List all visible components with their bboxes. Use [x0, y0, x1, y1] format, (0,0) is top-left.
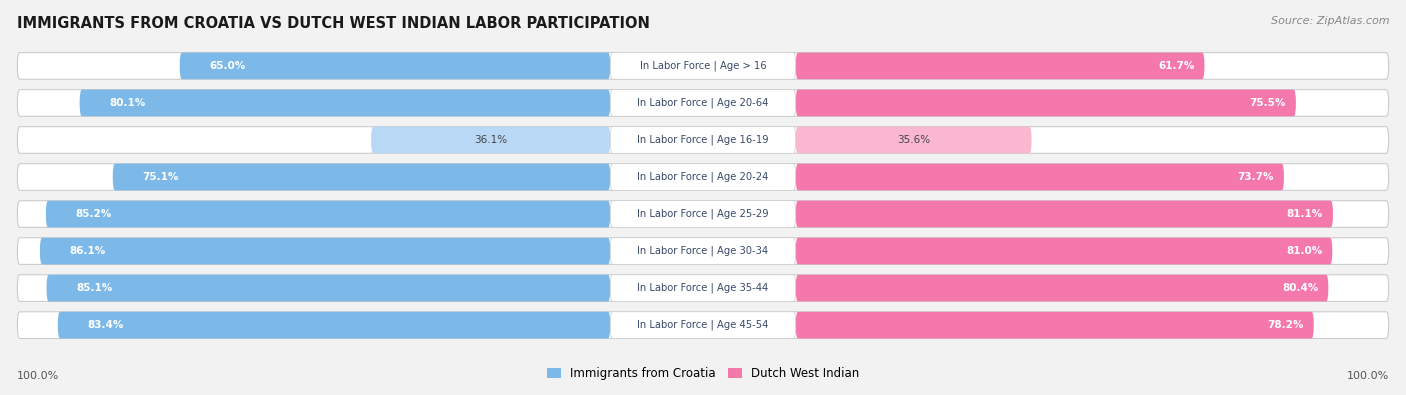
FancyBboxPatch shape [796, 238, 1333, 264]
FancyBboxPatch shape [610, 127, 796, 153]
Text: 85.2%: 85.2% [76, 209, 112, 219]
Text: 85.1%: 85.1% [76, 283, 112, 293]
FancyBboxPatch shape [17, 127, 1389, 153]
FancyBboxPatch shape [610, 238, 796, 264]
FancyBboxPatch shape [371, 127, 610, 153]
Text: In Labor Force | Age 30-34: In Labor Force | Age 30-34 [637, 246, 769, 256]
Text: 80.4%: 80.4% [1282, 283, 1319, 293]
Text: 81.1%: 81.1% [1286, 209, 1323, 219]
FancyBboxPatch shape [17, 312, 1389, 339]
FancyBboxPatch shape [610, 201, 796, 228]
FancyBboxPatch shape [610, 275, 796, 301]
FancyBboxPatch shape [17, 164, 1389, 190]
FancyBboxPatch shape [17, 238, 1389, 264]
FancyBboxPatch shape [796, 312, 1313, 339]
FancyBboxPatch shape [39, 238, 610, 264]
Text: 83.4%: 83.4% [87, 320, 124, 330]
FancyBboxPatch shape [610, 53, 796, 79]
Legend: Immigrants from Croatia, Dutch West Indian: Immigrants from Croatia, Dutch West Indi… [541, 363, 865, 385]
Text: 78.2%: 78.2% [1267, 320, 1303, 330]
Text: Source: ZipAtlas.com: Source: ZipAtlas.com [1271, 16, 1389, 26]
Text: In Labor Force | Age 20-64: In Labor Force | Age 20-64 [637, 98, 769, 108]
Text: 65.0%: 65.0% [209, 61, 246, 71]
Text: 80.1%: 80.1% [110, 98, 146, 108]
Text: In Labor Force | Age 45-54: In Labor Force | Age 45-54 [637, 320, 769, 330]
FancyBboxPatch shape [180, 53, 610, 79]
Text: 100.0%: 100.0% [17, 371, 59, 381]
Text: 100.0%: 100.0% [1347, 371, 1389, 381]
FancyBboxPatch shape [17, 275, 1389, 301]
FancyBboxPatch shape [58, 312, 610, 339]
FancyBboxPatch shape [610, 164, 796, 190]
FancyBboxPatch shape [46, 275, 610, 301]
Text: In Labor Force | Age 16-19: In Labor Force | Age 16-19 [637, 135, 769, 145]
FancyBboxPatch shape [17, 201, 1389, 228]
FancyBboxPatch shape [610, 312, 796, 339]
Text: 75.1%: 75.1% [142, 172, 179, 182]
FancyBboxPatch shape [796, 53, 1205, 79]
Text: 35.6%: 35.6% [897, 135, 931, 145]
Text: 61.7%: 61.7% [1159, 61, 1195, 71]
Text: 73.7%: 73.7% [1237, 172, 1274, 182]
FancyBboxPatch shape [796, 164, 1284, 190]
FancyBboxPatch shape [796, 201, 1333, 228]
FancyBboxPatch shape [17, 90, 1389, 116]
FancyBboxPatch shape [796, 90, 1296, 116]
Text: 86.1%: 86.1% [70, 246, 105, 256]
Text: IMMIGRANTS FROM CROATIA VS DUTCH WEST INDIAN LABOR PARTICIPATION: IMMIGRANTS FROM CROATIA VS DUTCH WEST IN… [17, 16, 650, 31]
FancyBboxPatch shape [80, 90, 610, 116]
FancyBboxPatch shape [17, 53, 1389, 79]
Text: In Labor Force | Age > 16: In Labor Force | Age > 16 [640, 61, 766, 71]
Text: In Labor Force | Age 35-44: In Labor Force | Age 35-44 [637, 283, 769, 293]
Text: In Labor Force | Age 25-29: In Labor Force | Age 25-29 [637, 209, 769, 219]
FancyBboxPatch shape [796, 127, 1032, 153]
FancyBboxPatch shape [796, 275, 1329, 301]
FancyBboxPatch shape [610, 90, 796, 116]
FancyBboxPatch shape [112, 164, 610, 190]
FancyBboxPatch shape [46, 201, 610, 228]
Text: In Labor Force | Age 20-24: In Labor Force | Age 20-24 [637, 172, 769, 182]
Text: 81.0%: 81.0% [1286, 246, 1323, 256]
Text: 36.1%: 36.1% [474, 135, 508, 145]
Text: 75.5%: 75.5% [1250, 98, 1286, 108]
